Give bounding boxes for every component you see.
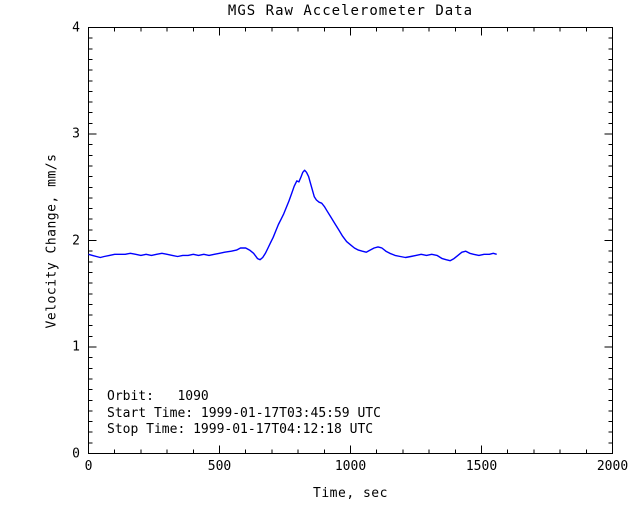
y-tick-label: 0 <box>72 446 80 461</box>
x-tick-label: 500 <box>207 459 232 474</box>
x-tick-label: 1500 <box>465 459 498 474</box>
plot-box <box>88 27 613 454</box>
y-axis-title: Velocity Change, mm/s <box>44 153 60 329</box>
annotation-block: Orbit: 1090 Start Time: 1999-01-17T03:45… <box>107 389 381 439</box>
data-curve <box>88 169 497 262</box>
x-tick-label: 1000 <box>334 459 367 474</box>
x-tick-label: 2000 <box>596 459 629 474</box>
x-tick-label: 0 <box>84 459 93 474</box>
y-tick-label: 2 <box>72 233 80 248</box>
orbit-annotation: Orbit: 1090 <box>107 389 209 404</box>
x-axis-title: Time, sec <box>313 486 388 501</box>
y-tick-label: 1 <box>72 339 80 355</box>
start-time-annotation: Start Time: 1999-01-17T03:45:59 UTC <box>107 405 381 421</box>
y-tick-label: 4 <box>72 20 80 35</box>
y-tick-label: 3 <box>72 126 80 142</box>
stop-time-annotation: Stop Time: 1999-01-17T04:12:18 UTC <box>107 422 374 437</box>
chart-title: MGS Raw Accelerometer Data <box>227 3 474 19</box>
